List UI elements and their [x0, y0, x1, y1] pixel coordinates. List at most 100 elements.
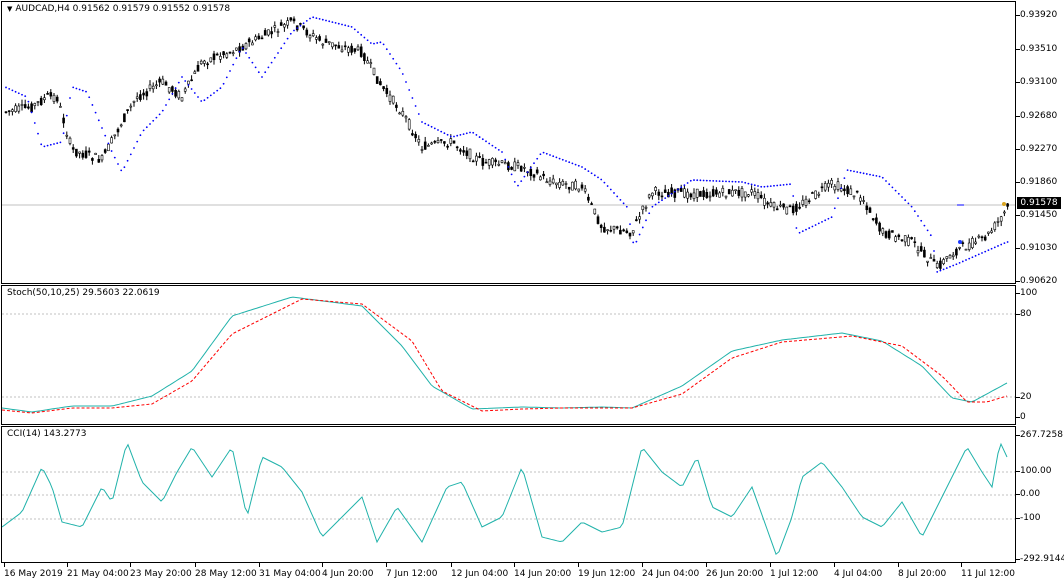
parabolic-sar-dot	[75, 87, 78, 90]
candle-body	[39, 97, 43, 106]
candle-body	[875, 217, 878, 224]
candle-body	[567, 186, 571, 190]
time-tick	[770, 563, 771, 567]
parabolic-sar-dot	[814, 224, 817, 226]
price-level-label: 0.92270	[1020, 144, 1058, 154]
parabolic-sar-dot	[1000, 243, 1003, 246]
parabolic-sar-dot	[587, 170, 590, 173]
time-tick	[578, 563, 579, 567]
price-level-label: 0.91030	[1020, 243, 1058, 253]
parabolic-sar-dot	[481, 138, 484, 141]
parabolic-sar-dot	[747, 182, 750, 185]
parabolic-sar-dot	[270, 61, 273, 64]
candle-body	[887, 230, 891, 239]
candle-body	[919, 246, 923, 252]
candle-body	[715, 189, 718, 195]
parabolic-sar-dot	[187, 84, 190, 86]
parabolic-sar-dot	[241, 47, 244, 50]
parabolic-sar-dot	[129, 153, 132, 156]
parabolic-sar-dot	[846, 169, 849, 172]
parabolic-sar-dot	[254, 66, 257, 69]
time-tick	[961, 563, 962, 567]
candle-body	[455, 146, 459, 149]
candle-body	[52, 94, 56, 102]
candle-body	[673, 189, 677, 198]
candle-body	[71, 147, 75, 150]
stoch-main-line	[2, 296, 1008, 413]
parabolic-sar-dot	[683, 184, 686, 187]
candle-body	[62, 117, 65, 124]
candle-body	[420, 149, 424, 151]
parabolic-sar-dot	[203, 99, 206, 102]
price-tick	[1016, 149, 1020, 150]
candle-body	[110, 137, 113, 144]
parabolic-sar-dot	[437, 129, 439, 131]
time-label: 1 Jul 12:00	[770, 569, 819, 579]
parabolic-sar-dot	[133, 147, 135, 149]
candle-body	[766, 202, 769, 205]
parabolic-sar-dot	[91, 104, 94, 106]
price-tick	[1016, 82, 1020, 83]
price-chart-pane[interactable]: ▼ AUDCAD,H4 0.91562 0.91579 0.91552 0.915…	[1, 1, 1016, 284]
parabolic-sar-dot	[773, 184, 775, 187]
parabolic-sar-dot	[190, 88, 193, 90]
candle-body	[475, 155, 478, 162]
parabolic-sar-dot	[536, 157, 539, 160]
parabolic-sar-dot	[881, 176, 884, 179]
parabolic-sar-dot	[990, 247, 993, 250]
candle-body	[753, 191, 757, 196]
parabolic-sar-dot	[251, 61, 254, 64]
parabolic-sar-dot	[222, 82, 225, 85]
candle-body	[276, 31, 280, 33]
candle-body	[782, 203, 785, 208]
cci-pane[interactable]: CCI(14) 143.2773	[1, 426, 1016, 563]
parabolic-sar-dot	[539, 153, 542, 156]
parabolic-sar-dot	[171, 92, 174, 95]
candle-body	[203, 60, 206, 64]
candle-body	[27, 106, 30, 109]
time-label: 4 Jul 04:00	[834, 569, 883, 579]
cci-tick	[1016, 435, 1020, 436]
parabolic-sar-dot	[897, 192, 900, 195]
parabolic-sar-dot	[638, 233, 641, 236]
stoch-level-label: 20	[1020, 392, 1032, 402]
parabolic-sar-dot	[635, 240, 638, 243]
parabolic-sar-dot	[376, 42, 379, 44]
parabolic-sar-dot	[1006, 241, 1009, 243]
time-label: 24 Jun 04:00	[642, 569, 700, 579]
candle-body	[974, 241, 977, 244]
candle-body	[830, 180, 833, 185]
parabolic-sar-dot	[920, 219, 923, 222]
parabolic-sar-dot	[62, 132, 65, 135]
parabolic-sar-dot	[337, 22, 340, 25]
parabolic-sar-dot	[673, 190, 676, 193]
candle-body	[484, 161, 488, 164]
cci-tick	[1016, 471, 1020, 472]
parabolic-sar-dot	[161, 109, 164, 112]
candle-body	[849, 188, 853, 195]
candle-body	[865, 205, 869, 211]
stochastic-pane[interactable]: Stoch(50,10,25) 29.5603 22.0619	[1, 285, 1016, 425]
candle-body	[81, 152, 85, 158]
parabolic-sar-dot	[136, 140, 139, 143]
candle-body	[737, 189, 741, 196]
parabolic-sar-dot	[331, 21, 334, 23]
candle-body	[625, 230, 629, 233]
parabolic-sar-dot	[622, 202, 625, 205]
parabolic-sar-dot	[936, 271, 939, 273]
candle-body	[174, 89, 177, 97]
candle-body	[359, 46, 363, 57]
price-chart-canvas	[2, 16, 1015, 273]
candle-body	[148, 84, 152, 89]
price-tick	[1016, 281, 1020, 282]
parabolic-sar-dot	[894, 189, 897, 192]
parabolic-sar-dot	[529, 166, 532, 169]
candle-body	[721, 187, 725, 193]
parabolic-sar-dot	[805, 228, 807, 231]
parabolic-sar-dot	[264, 71, 267, 74]
candle-body	[631, 230, 635, 234]
parabolic-sar-dot	[641, 226, 644, 229]
parabolic-sar-dot	[574, 163, 577, 166]
parabolic-sar-dot	[629, 223, 631, 226]
candle-body	[414, 133, 417, 139]
